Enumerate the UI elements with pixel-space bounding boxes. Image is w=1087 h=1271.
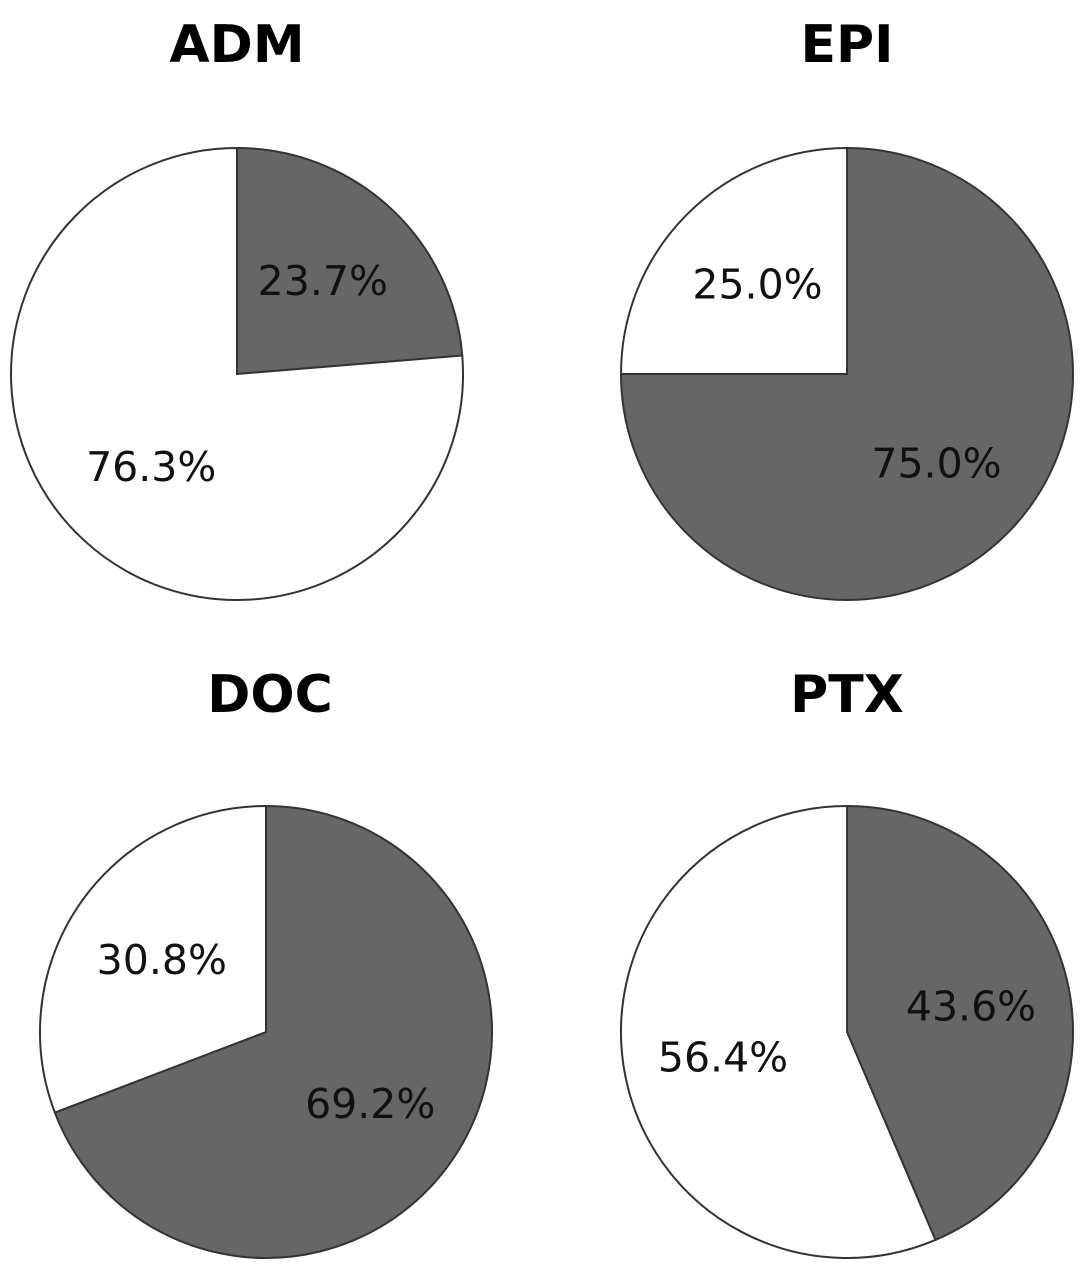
- slice-label: 75.0%: [871, 440, 1001, 488]
- pie-chart-doc: DOC 69.2% 30.8%: [39, 665, 493, 1259]
- chart-title: ADM: [169, 15, 304, 75]
- slice-label: 76.3%: [86, 443, 216, 491]
- slice-label: 23.7%: [258, 257, 388, 305]
- chart-title: PTX: [790, 665, 904, 725]
- pie-slice: [619, 146, 848, 375]
- pie-slice: [10, 146, 464, 601]
- pie-slice: [620, 804, 937, 1259]
- pie-slices: 23.7% 76.3%: [10, 146, 464, 601]
- pie-slices: 69.2% 30.8%: [39, 804, 493, 1259]
- slice-label: 25.0%: [692, 261, 822, 309]
- chart-title: EPI: [801, 15, 894, 75]
- pie-slices: 75.0% 25.0%: [619, 146, 1074, 601]
- pie-slice: [39, 804, 267, 1114]
- pie-slice: [619, 146, 1074, 601]
- slice-label: 56.4%: [658, 1033, 788, 1081]
- slice-label: 30.8%: [97, 936, 227, 984]
- pie-chart-ptx: PTX 43.6% 56.4%: [620, 665, 1074, 1259]
- pie-slice: [846, 804, 1074, 1242]
- pie-chart-epi: EPI 75.0% 25.0%: [619, 15, 1074, 601]
- pie-chart-adm: ADM 23.7% 76.3%: [10, 15, 464, 601]
- slice-label: 69.2%: [305, 1080, 435, 1128]
- pie-slices: 43.6% 56.4%: [620, 804, 1074, 1259]
- chart-title: DOC: [207, 665, 333, 725]
- pie-slice: [236, 146, 464, 376]
- pie-slice: [53, 804, 493, 1259]
- slice-label: 43.6%: [906, 983, 1036, 1031]
